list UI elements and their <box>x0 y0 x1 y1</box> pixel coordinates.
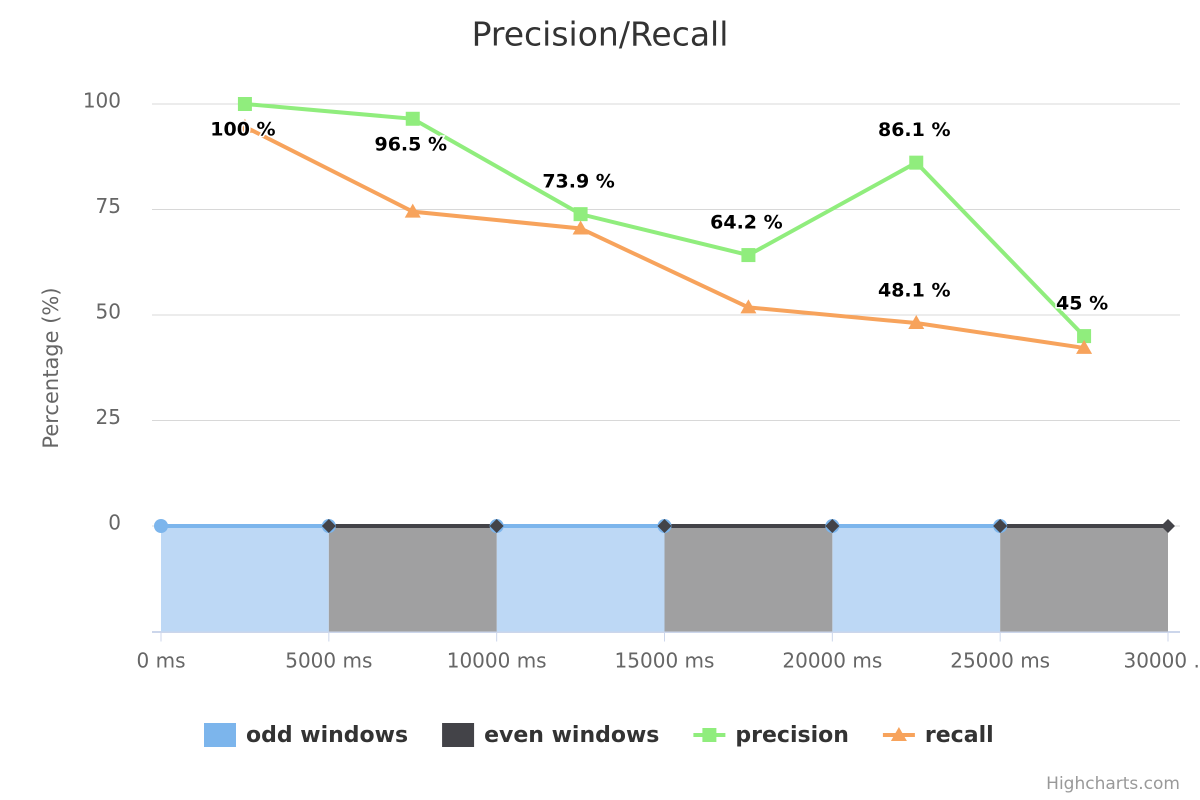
x-tick-label: 15000 ms <box>615 649 715 673</box>
data-label: 96.5 % <box>374 133 447 155</box>
legend-item[interactable]: recall <box>882 723 994 748</box>
data-point <box>993 519 1008 533</box>
area-fill <box>328 526 497 632</box>
data-point <box>489 519 504 533</box>
x-tick-label: 30000 ... <box>1123 649 1200 673</box>
y-tick-label: 25 <box>96 405 121 429</box>
y-tick-label: 100 <box>83 89 121 113</box>
data-point <box>236 118 253 133</box>
x-tick-label: 5000 ms <box>285 649 372 673</box>
legend-label: odd windows <box>246 723 408 748</box>
data-label: 48.1 % <box>878 280 951 302</box>
data-point <box>237 97 252 111</box>
legend-label: recall <box>925 723 994 748</box>
legend-item[interactable]: precision <box>693 723 849 748</box>
y-tick-label: 50 <box>96 300 121 324</box>
data-point <box>321 519 336 533</box>
data-point <box>1077 329 1092 344</box>
chart-title: Precision/Recall <box>472 15 729 54</box>
series-line <box>244 102 1086 338</box>
data-point <box>404 203 421 218</box>
area-fill <box>161 526 329 632</box>
data-point <box>908 315 925 330</box>
series-line <box>244 125 1085 350</box>
y-tick-label: 0 <box>108 511 121 535</box>
data-point <box>1161 519 1175 533</box>
legend-symbol <box>204 723 236 747</box>
data-point <box>573 207 588 222</box>
data-label: 45 % <box>1056 293 1108 315</box>
legend-item[interactable]: odd windows <box>204 723 408 748</box>
area-fill <box>496 526 665 632</box>
area-fill <box>1000 526 1168 632</box>
data-label: 64.2 % <box>710 212 783 234</box>
credits[interactable]: Highcharts.com <box>1046 774 1180 794</box>
data-label: 100 % <box>210 119 275 141</box>
data-point <box>405 111 420 126</box>
area-fill <box>832 526 1001 632</box>
legend-label: even windows <box>484 723 659 748</box>
legend-label: precision <box>735 723 849 748</box>
y-axis-title: Percentage (%) <box>39 287 63 448</box>
legend-marker <box>890 727 907 741</box>
x-tick-label: 0 ms <box>137 649 186 673</box>
area-fill <box>664 526 833 632</box>
y-tick-label: 75 <box>96 194 121 218</box>
legend-symbol <box>442 723 475 747</box>
data-point <box>1076 339 1093 354</box>
data-label: 73.9 % <box>542 171 615 193</box>
legend-item[interactable]: even windows <box>442 723 659 748</box>
x-tick-label: 20000 ms <box>782 649 882 673</box>
data-point <box>657 519 672 533</box>
data-point <box>572 220 589 235</box>
data-point <box>909 155 924 170</box>
data-point <box>825 519 840 533</box>
data-point <box>740 299 757 314</box>
data-label: 86.1 % <box>878 119 951 141</box>
x-tick-label: 10000 ms <box>447 649 547 673</box>
data-point <box>154 519 168 533</box>
x-tick-label: 25000 ms <box>950 649 1050 673</box>
data-point <box>741 248 756 263</box>
legend-marker <box>702 728 717 742</box>
